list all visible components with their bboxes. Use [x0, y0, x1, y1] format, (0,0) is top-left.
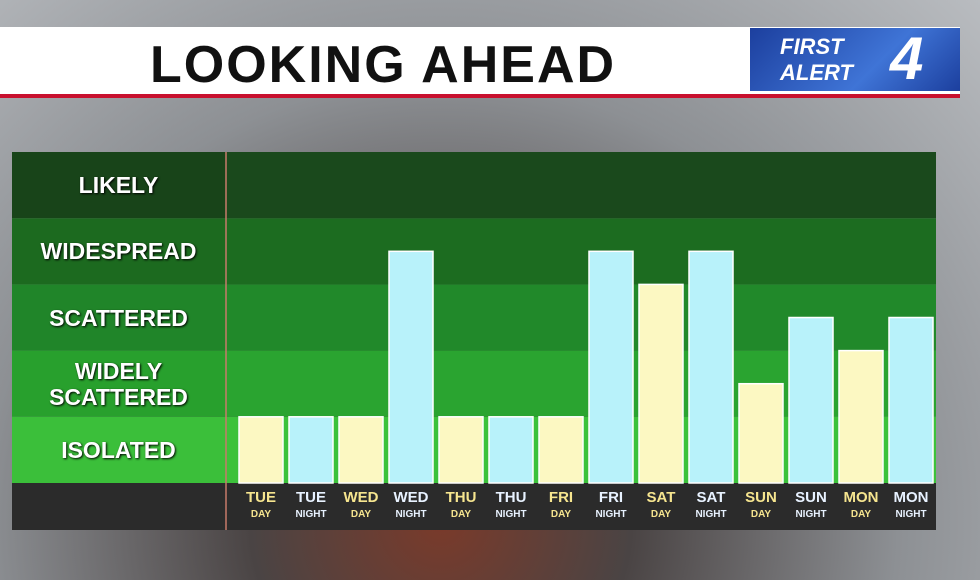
x-tick-label: TUE DAY: [246, 489, 276, 520]
x-tick-label: SAT NIGHT: [695, 489, 727, 520]
chart-title: LOOKING AHEAD: [150, 36, 617, 94]
logo: FIRST ALERT 4: [750, 25, 960, 92]
bar: [538, 416, 584, 484]
x-tick-label: FRI NIGHT: [595, 489, 627, 520]
grid-band: [226, 218, 936, 285]
x-tick-label: TUE NIGHT: [295, 489, 327, 520]
bar: [838, 349, 884, 484]
label-band: [12, 152, 226, 219]
label-band: [12, 218, 226, 285]
bar: [488, 416, 534, 484]
x-tick-label: MON NIGHT: [893, 489, 929, 520]
bar: [438, 416, 484, 484]
y-tick-label: LIKELY: [78, 172, 159, 199]
logo-text: 4: [890, 25, 924, 92]
x-axis-strip: [12, 483, 936, 530]
label-band: [12, 284, 226, 351]
x-tick-label: WED DAY: [343, 489, 379, 520]
bar: [238, 416, 284, 484]
x-tick-label: THU NIGHT: [495, 489, 527, 520]
bar: [738, 382, 784, 484]
bar: [688, 250, 734, 484]
bar: [788, 316, 834, 484]
x-tick-label: SUN DAY: [745, 489, 777, 520]
x-tick-label: FRI DAY: [548, 489, 574, 520]
y-tick-label: ISOLATED: [61, 436, 176, 463]
y-tick-label: WIDELY SCATTERED: [49, 357, 188, 410]
bar: [888, 316, 934, 484]
bar: [588, 250, 634, 484]
logo-text: ALERT: [780, 60, 853, 85]
y-tick-label: WIDESPREAD: [40, 238, 197, 265]
bar: [338, 416, 384, 484]
x-tick-label: SUN NIGHT: [795, 489, 827, 520]
label-band: [12, 350, 226, 417]
x-tick-label: MON DAY: [843, 489, 879, 520]
x-tick-label: SAT DAY: [646, 489, 676, 520]
x-tick-label: THU DAY: [445, 489, 477, 520]
bar: [388, 250, 434, 484]
x-tick-label: WED NIGHT: [393, 489, 429, 520]
bar: [638, 283, 684, 484]
grid-band: [226, 152, 936, 219]
label-band: [12, 416, 226, 483]
y-tick-label: SCATTERED: [49, 304, 188, 331]
logo-text: FIRST: [780, 34, 844, 59]
bar: [288, 416, 334, 484]
